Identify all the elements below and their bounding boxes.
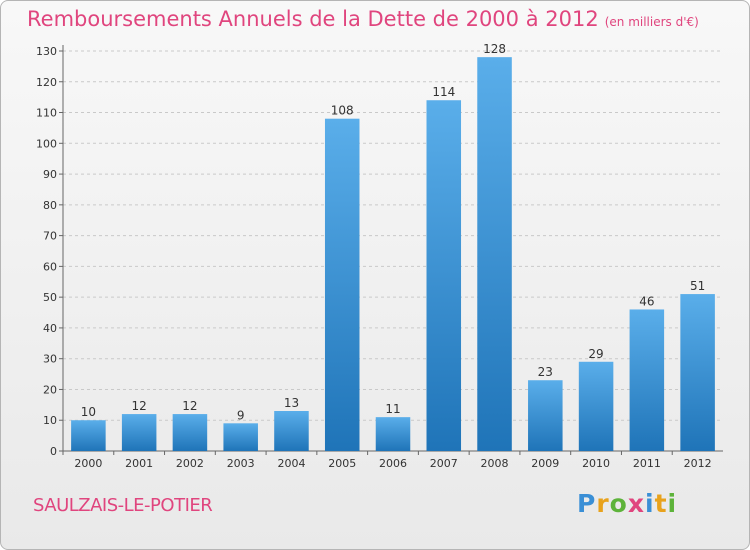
data-label: 12 — [132, 399, 147, 413]
data-label: 9 — [237, 408, 245, 422]
bar — [629, 309, 665, 451]
bar — [528, 380, 563, 451]
logo-letter: t — [654, 489, 668, 518]
chart-title-text: Remboursements Annuels de la Dette de 20… — [27, 7, 599, 31]
data-label: 108 — [331, 104, 354, 118]
y-tick-label: 70 — [43, 230, 57, 243]
data-label: 11 — [385, 402, 400, 416]
bar — [274, 411, 309, 451]
x-tick-label: 2007 — [430, 457, 458, 470]
x-tick-label: 2011 — [633, 457, 661, 470]
x-tick-label: 2002 — [176, 457, 204, 470]
unit-note: (en milliers d'€) — [604, 15, 699, 29]
logo-letter: i — [645, 489, 655, 518]
x-tick-label: 2008 — [481, 457, 509, 470]
x-tick-label: 2003 — [227, 457, 255, 470]
y-tick-label: 90 — [43, 168, 57, 181]
data-label: 12 — [182, 399, 197, 413]
proxiti-logo: Proxiti — [577, 489, 677, 518]
y-tick-label: 60 — [43, 260, 57, 273]
bar — [426, 100, 462, 451]
data-label: 23 — [538, 365, 553, 379]
y-tick-label: 10 — [43, 414, 57, 427]
x-tick-label: 2001 — [125, 457, 153, 470]
bar — [680, 294, 715, 451]
y-tick-label: 0 — [50, 445, 57, 458]
y-tick-label: 130 — [36, 45, 57, 58]
y-tick-label: 40 — [43, 322, 57, 335]
bar — [121, 414, 157, 451]
data-label: 10 — [81, 405, 96, 419]
y-tick-label: 110 — [36, 107, 57, 120]
y-tick-label: 100 — [36, 137, 57, 150]
logo-letter: r — [596, 489, 610, 518]
logo-letter: x — [627, 489, 645, 518]
bar — [223, 423, 258, 451]
x-tick-label: 2005 — [328, 457, 356, 470]
y-tick-label: 80 — [43, 199, 57, 212]
data-label: 46 — [639, 294, 654, 308]
chart-title: Remboursements Annuels de la Dette de 20… — [27, 7, 699, 31]
y-tick-label: 30 — [43, 353, 57, 366]
y-tick-label: 120 — [36, 76, 57, 89]
bar — [477, 57, 512, 452]
bar — [71, 420, 106, 451]
logo-letter: i — [667, 489, 678, 518]
x-tick-label: 2006 — [379, 457, 407, 470]
x-tick-label: 2009 — [531, 457, 559, 470]
x-tick-label: 2000 — [74, 457, 102, 470]
data-label: 51 — [690, 279, 705, 293]
x-tick-label: 2012 — [684, 457, 712, 470]
data-label: 128 — [483, 42, 506, 56]
logo-letter: P — [577, 489, 597, 518]
data-label: 114 — [432, 85, 455, 99]
bar — [324, 118, 360, 451]
y-tick-label: 50 — [43, 291, 57, 304]
bar — [375, 417, 411, 451]
commune-name: SAULZAIS-LE-POTIER — [33, 495, 213, 516]
data-label: 13 — [284, 396, 299, 410]
bar — [578, 361, 614, 451]
y-tick-label: 20 — [43, 383, 57, 396]
data-label: 29 — [588, 347, 603, 361]
x-tick-label: 2004 — [277, 457, 305, 470]
logo-letter: o — [609, 489, 628, 518]
bar — [172, 414, 208, 451]
x-tick-label: 2010 — [582, 457, 610, 470]
